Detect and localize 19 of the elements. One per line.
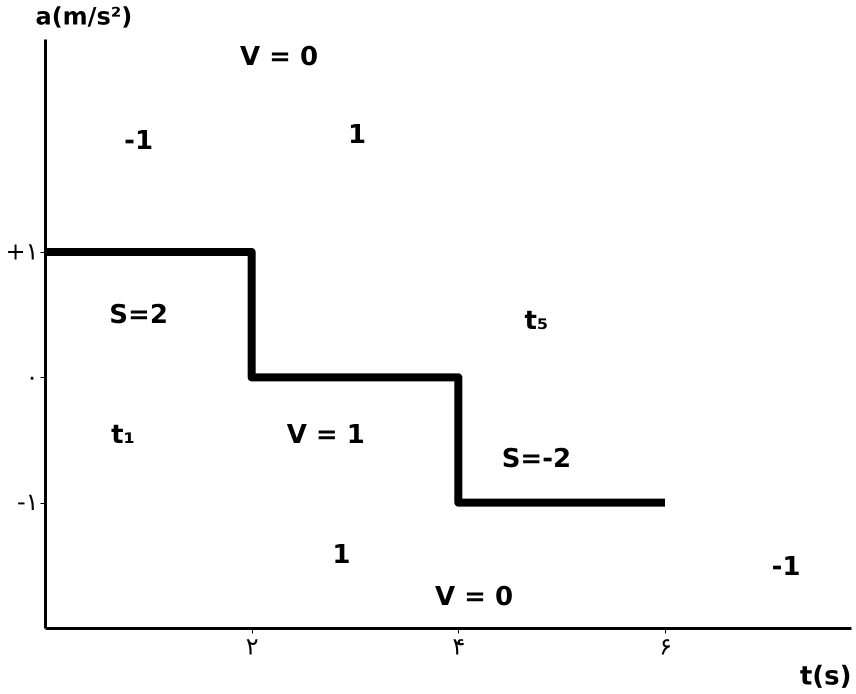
annotation: t₅ [524,306,548,336]
annotation: V = 0 [434,582,514,612]
annotation: V = 1 [286,420,365,450]
x-axis-title: t(s) [800,662,852,692]
x-tick-label: ۴ [452,632,466,660]
annotation: 1 [348,120,366,150]
annotation: -1 [772,552,800,582]
annotation: V = 0 [240,42,318,72]
x-tick-label: ۲ [246,632,259,660]
annotation: S=2 [109,300,168,330]
y-tick-label: +۱ [6,238,38,266]
annotation: t₁ [111,420,135,450]
y-axis-title: a(m/s²) [36,2,132,30]
annotation: S=-2 [502,444,572,474]
y-tick-label: -۱ [16,488,38,516]
y-tick-label: ۰ [26,362,38,391]
annotation: -1 [124,126,154,156]
annotation: 1 [332,540,350,570]
x-tick-label: ۶ [659,632,672,660]
